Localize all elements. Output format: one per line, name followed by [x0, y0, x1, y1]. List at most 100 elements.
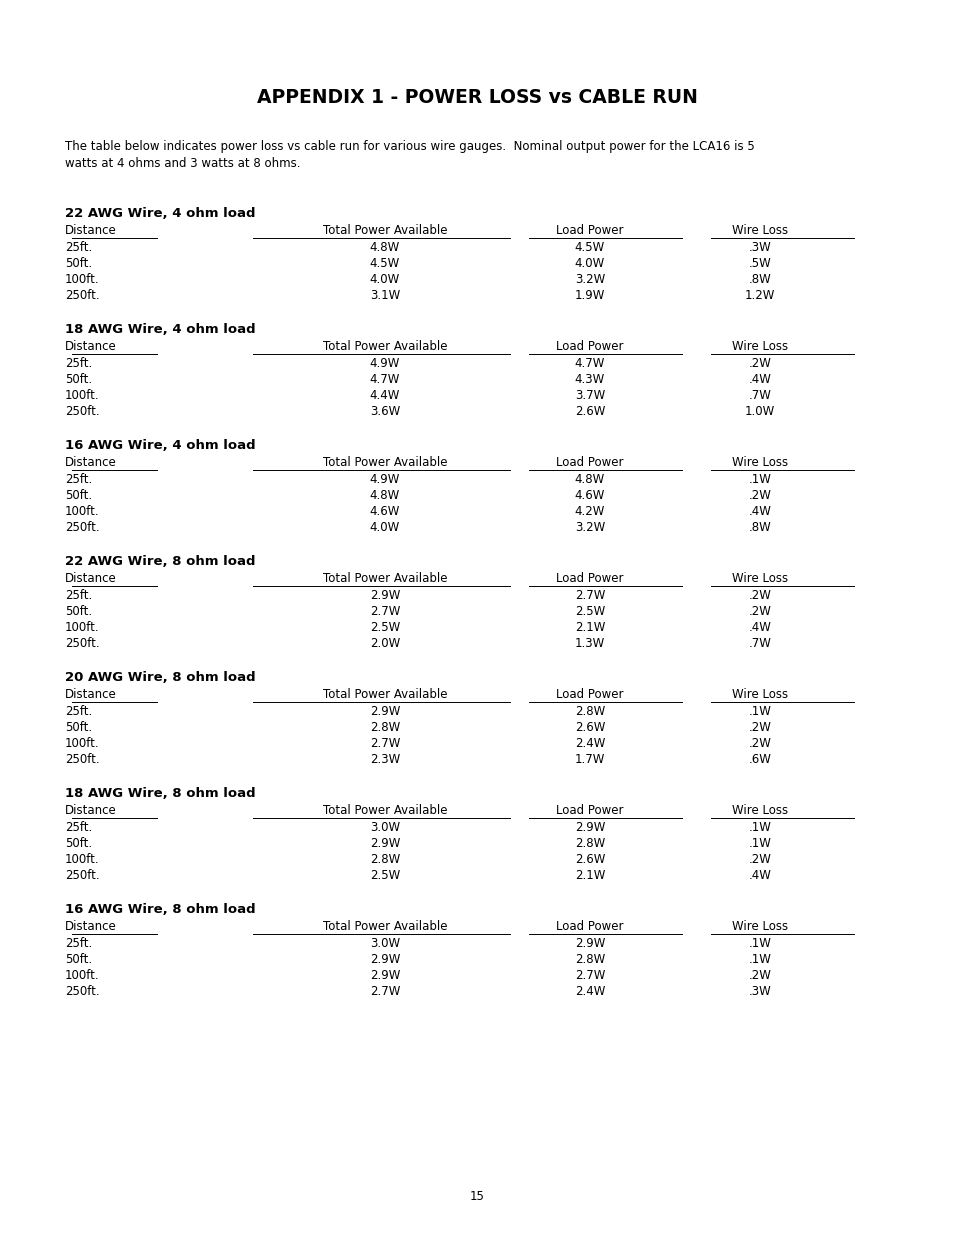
Text: .3W: .3W [748, 986, 771, 998]
Text: 100ft.: 100ft. [65, 853, 99, 866]
Text: .8W: .8W [748, 521, 771, 534]
Text: 100ft.: 100ft. [65, 969, 99, 982]
Text: Distance: Distance [65, 920, 116, 932]
Text: 50ft.: 50ft. [65, 837, 92, 850]
Text: 3.0W: 3.0W [370, 937, 399, 950]
Text: 4.9W: 4.9W [370, 473, 399, 487]
Text: 100ft.: 100ft. [65, 273, 99, 287]
Text: 4.6W: 4.6W [370, 505, 399, 517]
Text: 2.9W: 2.9W [575, 821, 604, 834]
Text: 3.2W: 3.2W [575, 521, 604, 534]
Text: .1W: .1W [748, 937, 771, 950]
Text: .2W: .2W [748, 721, 771, 734]
Text: watts at 4 ohms and 3 watts at 8 ohms.: watts at 4 ohms and 3 watts at 8 ohms. [65, 157, 300, 170]
Text: 2.6W: 2.6W [575, 853, 604, 866]
Text: 2.0W: 2.0W [370, 637, 399, 650]
Text: 4.7W: 4.7W [370, 373, 399, 387]
Text: .5W: .5W [748, 257, 771, 270]
Text: 1.3W: 1.3W [575, 637, 604, 650]
Text: 2.8W: 2.8W [370, 721, 399, 734]
Text: .4W: .4W [748, 373, 771, 387]
Text: 18 AWG Wire, 4 ohm load: 18 AWG Wire, 4 ohm load [65, 324, 255, 336]
Text: 2.6W: 2.6W [575, 405, 604, 417]
Text: 4.6W: 4.6W [575, 489, 604, 501]
Text: 100ft.: 100ft. [65, 737, 99, 750]
Text: 50ft.: 50ft. [65, 953, 92, 966]
Text: 50ft.: 50ft. [65, 373, 92, 387]
Text: 18 AWG Wire, 8 ohm load: 18 AWG Wire, 8 ohm load [65, 787, 255, 800]
Text: 2.8W: 2.8W [575, 705, 604, 718]
Text: .1W: .1W [748, 953, 771, 966]
Text: 25ft.: 25ft. [65, 937, 92, 950]
Text: Total Power Available: Total Power Available [322, 920, 447, 932]
Text: 25ft.: 25ft. [65, 357, 92, 370]
Text: 2.4W: 2.4W [575, 737, 604, 750]
Text: 2.9W: 2.9W [370, 953, 399, 966]
Text: Wire Loss: Wire Loss [731, 340, 787, 353]
Text: .2W: .2W [748, 589, 771, 601]
Text: 250ft.: 250ft. [65, 753, 99, 766]
Text: 4.4W: 4.4W [370, 389, 399, 403]
Text: Load Power: Load Power [556, 688, 623, 701]
Text: Distance: Distance [65, 804, 116, 818]
Text: .7W: .7W [748, 637, 771, 650]
Text: 2.5W: 2.5W [575, 605, 604, 618]
Text: 2.9W: 2.9W [370, 589, 399, 601]
Text: 1.7W: 1.7W [575, 753, 604, 766]
Text: .7W: .7W [748, 389, 771, 403]
Text: Load Power: Load Power [556, 340, 623, 353]
Text: 4.0W: 4.0W [370, 521, 399, 534]
Text: Wire Loss: Wire Loss [731, 572, 787, 585]
Text: 4.7W: 4.7W [575, 357, 604, 370]
Text: .2W: .2W [748, 605, 771, 618]
Text: Distance: Distance [65, 572, 116, 585]
Text: .2W: .2W [748, 853, 771, 866]
Text: Wire Loss: Wire Loss [731, 456, 787, 469]
Text: Total Power Available: Total Power Available [322, 572, 447, 585]
Text: 25ft.: 25ft. [65, 705, 92, 718]
Text: Wire Loss: Wire Loss [731, 688, 787, 701]
Text: Load Power: Load Power [556, 572, 623, 585]
Text: 250ft.: 250ft. [65, 869, 99, 882]
Text: 2.1W: 2.1W [575, 621, 604, 634]
Text: .2W: .2W [748, 357, 771, 370]
Text: 22 AWG Wire, 4 ohm load: 22 AWG Wire, 4 ohm load [65, 207, 255, 220]
Text: 2.4W: 2.4W [575, 986, 604, 998]
Text: Load Power: Load Power [556, 920, 623, 932]
Text: 2.5W: 2.5W [370, 621, 399, 634]
Text: 20 AWG Wire, 8 ohm load: 20 AWG Wire, 8 ohm load [65, 671, 255, 684]
Text: 2.3W: 2.3W [370, 753, 399, 766]
Text: 4.8W: 4.8W [370, 489, 399, 501]
Text: Load Power: Load Power [556, 456, 623, 469]
Text: .3W: .3W [748, 241, 771, 254]
Text: .1W: .1W [748, 473, 771, 487]
Text: .1W: .1W [748, 705, 771, 718]
Text: Wire Loss: Wire Loss [731, 224, 787, 237]
Text: 2.8W: 2.8W [575, 837, 604, 850]
Text: 4.9W: 4.9W [370, 357, 399, 370]
Text: Distance: Distance [65, 224, 116, 237]
Text: 4.0W: 4.0W [575, 257, 604, 270]
Text: 3.7W: 3.7W [575, 389, 604, 403]
Text: 3.2W: 3.2W [575, 273, 604, 287]
Text: 16 AWG Wire, 8 ohm load: 16 AWG Wire, 8 ohm load [65, 903, 255, 916]
Text: Load Power: Load Power [556, 804, 623, 818]
Text: 4.5W: 4.5W [575, 241, 604, 254]
Text: 3.0W: 3.0W [370, 821, 399, 834]
Text: .2W: .2W [748, 969, 771, 982]
Text: Load Power: Load Power [556, 224, 623, 237]
Text: 1.0W: 1.0W [744, 405, 774, 417]
Text: 2.9W: 2.9W [575, 937, 604, 950]
Text: 2.1W: 2.1W [575, 869, 604, 882]
Text: The table below indicates power loss vs cable run for various wire gauges.  Nomi: The table below indicates power loss vs … [65, 140, 754, 153]
Text: 250ft.: 250ft. [65, 405, 99, 417]
Text: 2.9W: 2.9W [370, 969, 399, 982]
Text: 1.9W: 1.9W [575, 289, 604, 303]
Text: Wire Loss: Wire Loss [731, 804, 787, 818]
Text: 3.6W: 3.6W [370, 405, 399, 417]
Text: 100ft.: 100ft. [65, 505, 99, 517]
Text: 3.1W: 3.1W [370, 289, 399, 303]
Text: 4.8W: 4.8W [370, 241, 399, 254]
Text: 2.7W: 2.7W [370, 737, 399, 750]
Text: 1.2W: 1.2W [744, 289, 775, 303]
